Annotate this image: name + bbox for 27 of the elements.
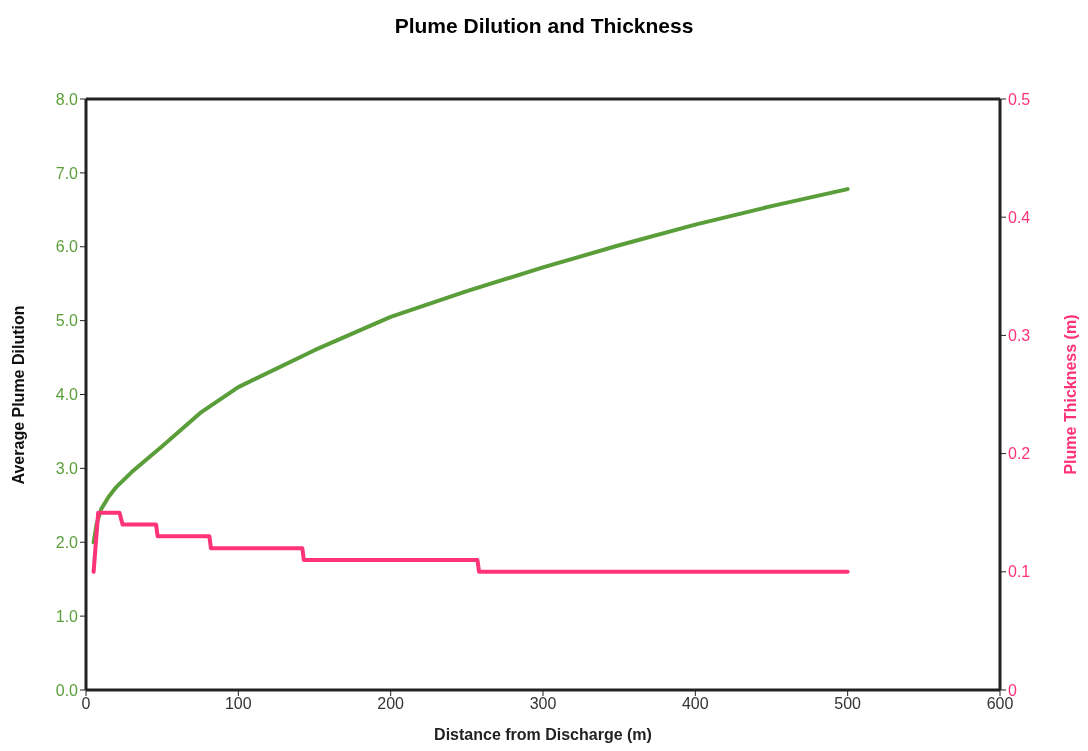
x-tick-label: 600 (986, 695, 1014, 713)
x-tick-label: 300 (529, 695, 557, 713)
y-axis-title: Average Plume Dilution (9, 305, 27, 485)
y2-axis-title: Plume Thickness (m) (1061, 314, 1079, 475)
y-tick-label: 1.0 (55, 607, 79, 625)
y-tick-label: 0.0 (55, 681, 79, 699)
x-tick-label: 0 (81, 695, 91, 713)
y2-tick-label: 0.3 (1008, 327, 1031, 345)
y-tick-label: 4.0 (55, 386, 79, 404)
x-tick-label: 400 (681, 695, 709, 713)
line-series (91, 187, 850, 545)
y-tick-label: 5.0 (55, 312, 79, 330)
y2-tick-label: 0.5 (1008, 90, 1031, 108)
x-tick-label: 100 (224, 695, 252, 713)
y-tick-label: 8.0 (55, 90, 79, 108)
chart-title: Plume Dilution and Thickness (393, 13, 695, 39)
y-tick-label: 7.0 (55, 164, 79, 182)
x-tick-label: 500 (834, 695, 862, 713)
y-tick-label: 2.0 (55, 533, 79, 551)
y2-tick-label: 0.4 (1008, 208, 1031, 226)
y2-tick-label: 0.2 (1008, 445, 1031, 463)
y-tick-label: 6.0 (55, 238, 79, 256)
x-tick-label: 200 (377, 695, 405, 713)
y-tick-label: 3.0 (55, 460, 79, 478)
x-axis-title: Distance from Discharge (m) (434, 726, 652, 743)
line-series (91, 510, 850, 574)
y2-tick-label: 0.1 (1008, 563, 1031, 581)
